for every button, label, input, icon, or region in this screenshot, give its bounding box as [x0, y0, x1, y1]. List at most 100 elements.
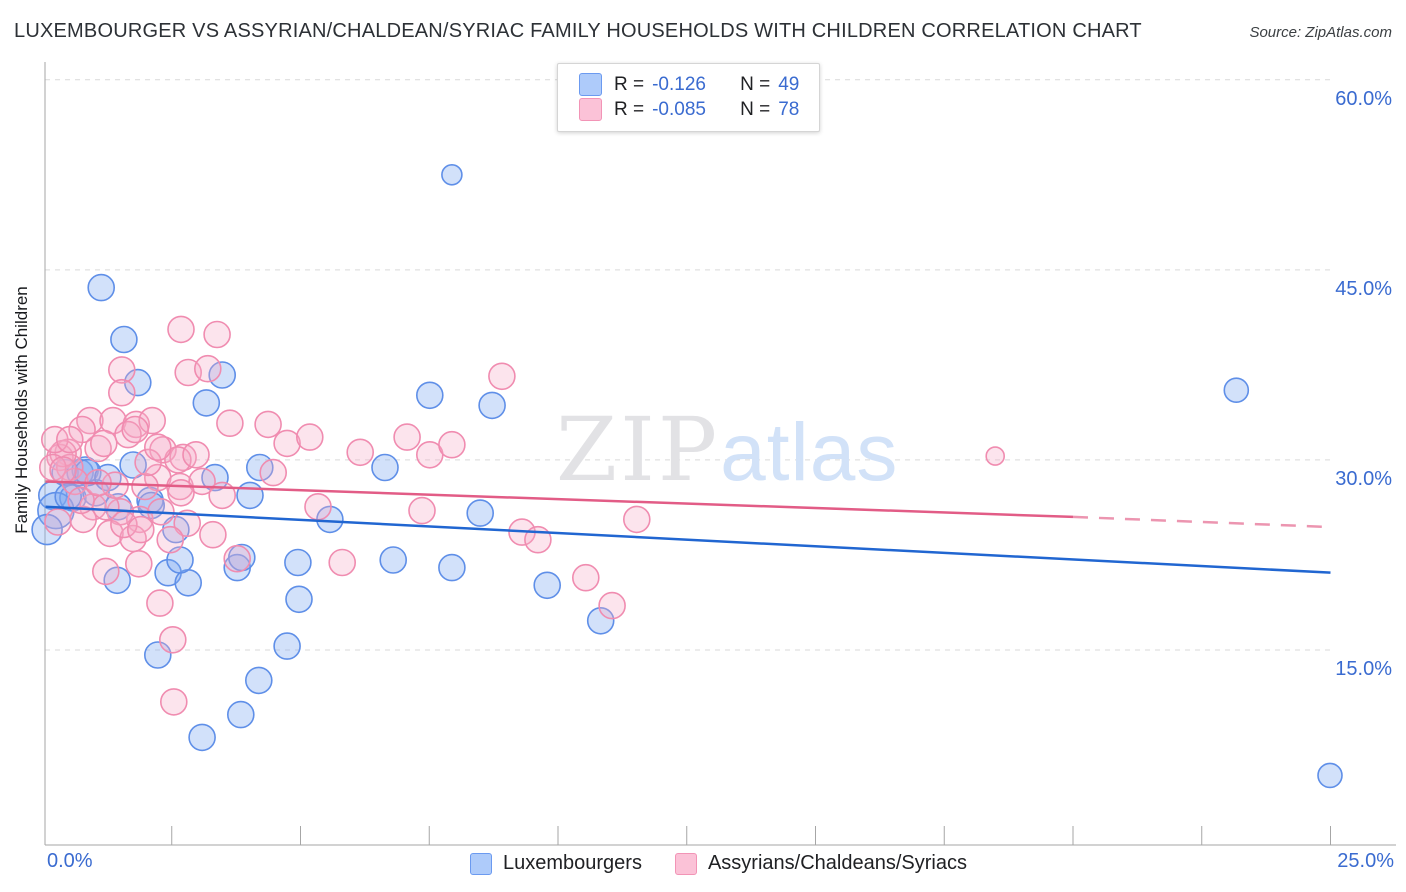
legend-swatch-pink: [674, 852, 697, 875]
scatter-point-luxembourgers[interactable]: [415, 381, 444, 410]
scatter-point-assyrians[interactable]: [167, 315, 195, 344]
scatter-point-assyrians[interactable]: [182, 440, 210, 469]
scatter-point-assyrians[interactable]: [160, 688, 188, 716]
correlation-legend-box: R = -0.126 N = 49 R = -0.085 N = 78: [557, 63, 820, 132]
scatter-point-assyrians[interactable]: [76, 406, 104, 435]
legend-swatch-blue[interactable]: [579, 73, 602, 96]
scatter-point-luxembourgers[interactable]: [1317, 762, 1343, 789]
scatter-point-assyrians[interactable]: [194, 354, 222, 383]
scatter-point-luxembourgers[interactable]: [208, 361, 236, 389]
scatter-point-assyrians[interactable]: [259, 458, 288, 487]
n-value: 49: [778, 73, 800, 95]
scatter-point-luxembourgers[interactable]: [586, 606, 615, 635]
scatter-point-luxembourgers[interactable]: [466, 499, 495, 527]
scatter-point-assyrians[interactable]: [203, 320, 231, 349]
scatter-point-assyrians[interactable]: [125, 549, 153, 578]
scatter-point-assyrians[interactable]: [304, 492, 332, 521]
source-attribution: Source: ZipAtlas.com: [1249, 24, 1392, 41]
x-axis-min-label: 0.0%: [47, 850, 93, 872]
scatter-point-assyrians[interactable]: [131, 472, 159, 501]
page-title: LUXEMBOURGER VS ASSYRIAN/CHALDEAN/SYRIAC…: [14, 20, 1142, 42]
legend-label: Luxembourgers: [503, 852, 642, 874]
scatter-point-luxembourgers[interactable]: [244, 666, 273, 695]
scatter-point-assyrians[interactable]: [571, 563, 600, 592]
scatter-point-luxembourgers[interactable]: [110, 325, 138, 354]
scatter-point-luxembourgers[interactable]: [273, 632, 301, 660]
scatter-point-assyrians[interactable]: [254, 410, 282, 439]
n-label: N =: [740, 73, 771, 95]
scatter-point-luxembourgers[interactable]: [379, 546, 408, 574]
y-tick-label: 60.0%: [1335, 87, 1392, 110]
scatter-point-luxembourgers[interactable]: [284, 548, 312, 577]
trend-line-assyrians: [45, 480, 1074, 519]
scatter-point-assyrians[interactable]: [622, 505, 651, 534]
legend-swatch-pink[interactable]: [579, 98, 602, 121]
trend-line-assyrians-extrapolated: [1072, 515, 1331, 529]
r-value: -0.085: [652, 98, 706, 120]
scatter-point-assyrians[interactable]: [108, 378, 136, 407]
scatter-point-luxembourgers[interactable]: [87, 273, 115, 302]
scatter-point-assyrians[interactable]: [164, 446, 192, 474]
scatter-point-assyrians[interactable]: [985, 446, 1006, 466]
scatter-point-luxembourgers[interactable]: [103, 566, 131, 595]
scatter-point-luxembourgers[interactable]: [192, 389, 221, 417]
scatter-point-assyrians[interactable]: [199, 520, 227, 549]
scatter-point-assyrians[interactable]: [598, 591, 626, 620]
scatter-point-assyrians[interactable]: [121, 415, 149, 444]
scatter-point-assyrians[interactable]: [216, 409, 244, 438]
scatter-point-luxembourgers[interactable]: [533, 571, 562, 600]
scatter-point-assyrians[interactable]: [56, 425, 84, 454]
x-axis-max-label: 25.0%: [1337, 850, 1394, 872]
trend-line-luxembourgers: [45, 505, 1331, 574]
scatter-point-luxembourgers[interactable]: [438, 553, 466, 582]
y-tick-label: 15.0%: [1335, 657, 1392, 680]
scatter-point-luxembourgers[interactable]: [371, 453, 399, 482]
legend-label: Assyrians/Chaldeans/Syriacs: [707, 852, 967, 874]
y-tick-label: 30.0%: [1335, 467, 1392, 490]
scatter-point-assyrians[interactable]: [108, 356, 136, 384]
scatter-point-assyrians[interactable]: [49, 439, 77, 468]
scatter-point-assyrians[interactable]: [144, 433, 172, 462]
scatter-point-assyrians[interactable]: [92, 557, 120, 586]
legend-swatch-blue: [470, 852, 492, 875]
scatter-point-assyrians[interactable]: [96, 519, 124, 548]
scatter-point-assyrians[interactable]: [346, 438, 375, 467]
n-label: N =: [740, 98, 771, 120]
scatter-point-assyrians[interactable]: [134, 448, 162, 477]
scatter-point-assyrians[interactable]: [173, 509, 201, 538]
legend-item-luxembourgers[interactable]: Luxembourgers: [470, 852, 642, 875]
scatter-point-luxembourgers[interactable]: [188, 723, 216, 752]
scatter-point-assyrians[interactable]: [295, 423, 324, 451]
scatter-point-assyrians[interactable]: [159, 625, 187, 654]
scatter-point-luxembourgers[interactable]: [227, 700, 255, 729]
legend-item-assyrians[interactable]: Assyrians/Chaldeans/Syriacs: [674, 852, 967, 875]
scatter-point-assyrians[interactable]: [127, 515, 155, 544]
scatter-point-assyrians[interactable]: [167, 478, 195, 507]
scatter-point-assyrians[interactable]: [67, 486, 95, 515]
scatter-point-assyrians[interactable]: [438, 430, 466, 459]
scatter-point-luxembourgers[interactable]: [236, 481, 264, 510]
scatter-point-luxembourgers[interactable]: [285, 585, 313, 614]
scatter-point-luxembourgers[interactable]: [1223, 377, 1250, 404]
scatter-point-luxembourgers[interactable]: [478, 391, 506, 420]
scatter-point-luxembourgers[interactable]: [144, 641, 172, 669]
scatter-point-assyrians[interactable]: [138, 406, 166, 435]
scatter-point-assyrians[interactable]: [156, 525, 184, 554]
n-value: 78: [778, 98, 800, 120]
scatter-point-luxembourgers[interactable]: [441, 164, 463, 186]
scatter-point-assyrians[interactable]: [328, 548, 357, 577]
scatter-point-assyrians[interactable]: [393, 423, 421, 451]
scatter-point-assyrians[interactable]: [488, 362, 516, 391]
scatter-point-assyrians[interactable]: [223, 544, 251, 573]
scatter-point-assyrians[interactable]: [90, 429, 118, 458]
scatter-point-assyrians[interactable]: [408, 496, 436, 525]
scatter-point-assyrians[interactable]: [40, 425, 69, 454]
series-legend: Luxembourgers Assyrians/Chaldeans/Syriac…: [470, 852, 967, 875]
scatter-point-assyrians[interactable]: [273, 429, 301, 458]
scatter-point-assyrians[interactable]: [44, 508, 72, 536]
scatter-point-assyrians[interactable]: [146, 589, 174, 617]
scatter-point-assyrians[interactable]: [49, 456, 77, 484]
legend-row-assyrians: R = -0.085 N = 78: [579, 97, 807, 122]
